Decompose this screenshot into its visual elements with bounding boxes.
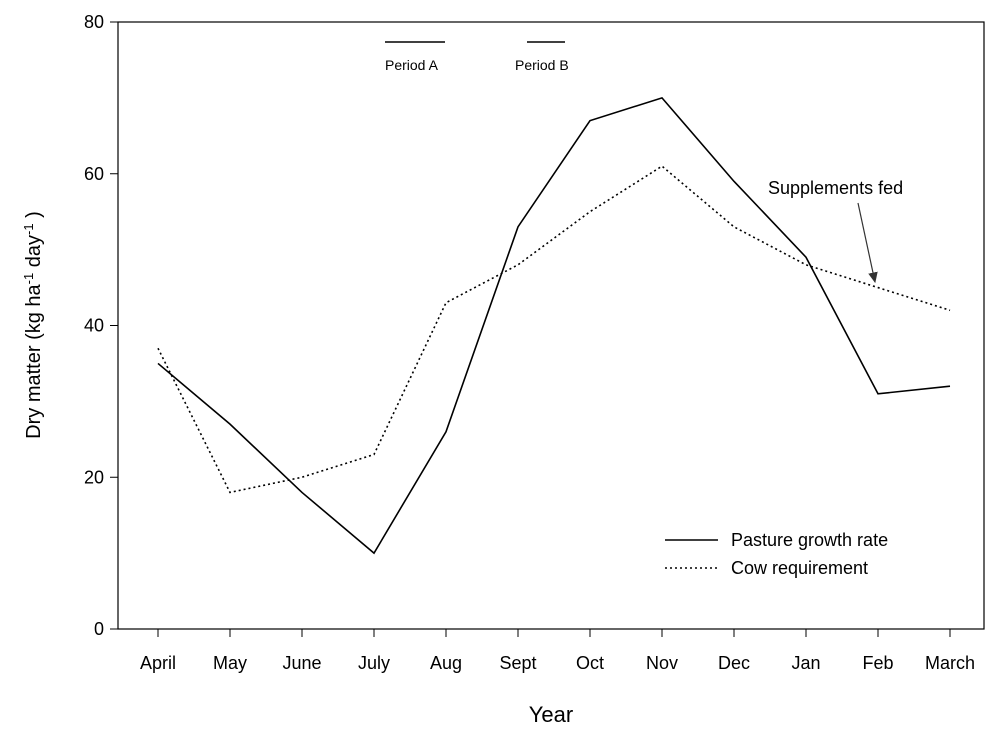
x-tick-label: Nov <box>646 653 678 673</box>
y-axis-label-part: -1 <box>21 273 36 285</box>
y-tick-label: 80 <box>84 12 104 32</box>
x-tick-label: Feb <box>862 653 893 673</box>
series-line <box>157 96 951 555</box>
series-line <box>157 165 951 494</box>
y-tick-label: 0 <box>94 619 104 639</box>
x-tick-label: April <box>140 653 176 673</box>
x-tick-label: March <box>925 653 975 673</box>
y-axis-label-part: Dry matter (kg ha <box>23 283 45 438</box>
legend-label: Pasture growth rate <box>731 530 888 550</box>
x-tick-label: Aug <box>430 653 462 673</box>
annotation-arrow <box>857 202 878 284</box>
y-axis-label-part: day <box>23 235 45 273</box>
x-tick-label: June <box>282 653 321 673</box>
x-tick-label: May <box>213 653 247 673</box>
legend-label: Cow requirement <box>731 558 868 578</box>
annotation: Period A <box>385 57 439 73</box>
x-axis-label: Year <box>529 702 573 727</box>
annotation: Supplements fed <box>768 178 903 198</box>
x-tick-label: Jan <box>791 653 820 673</box>
x-tick-label: Sept <box>499 653 536 673</box>
y-tick-label: 60 <box>84 164 104 184</box>
y-axis-label-part: -1 <box>21 223 36 235</box>
y-axis-label: Dry matter (kg ha-1 day-1 ) <box>21 211 46 439</box>
y-tick-label: 40 <box>84 316 104 336</box>
x-tick-label: Dec <box>718 653 750 673</box>
x-tick-label: Oct <box>576 653 604 673</box>
y-tick-label: 20 <box>84 467 104 487</box>
x-tick-label: July <box>358 653 390 673</box>
annotation: Period B <box>515 57 569 73</box>
y-axis-label-part: ) <box>23 211 45 223</box>
